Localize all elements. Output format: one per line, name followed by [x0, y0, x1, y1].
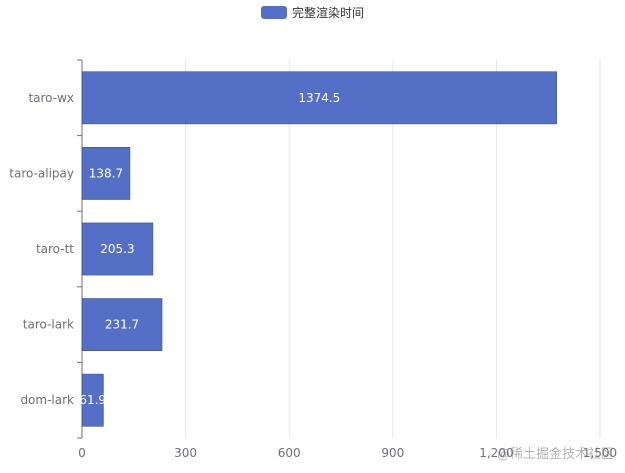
legend-label: 完整渲染时间 [291, 6, 364, 20]
x-tick-label: 1,200 [479, 446, 513, 460]
bar [81, 71, 557, 125]
data-label: 61.9 [79, 393, 106, 407]
bar [81, 222, 154, 276]
bar [81, 147, 131, 200]
data-label: 1374.5 [298, 91, 340, 105]
bar [81, 298, 163, 351]
watermark: @稀土掘金技术社区 [497, 447, 615, 462]
y-tick-label: taro-alipay [9, 166, 74, 180]
x-tick-label: 600 [278, 446, 301, 460]
legend-swatch [260, 6, 287, 19]
data-label: 205.3 [100, 242, 134, 256]
y-tick-label: taro-wx [28, 91, 74, 105]
y-tick-label: dom-lark [20, 393, 74, 407]
x-tick-label: 900 [381, 446, 404, 460]
data-label: 231.7 [105, 318, 139, 332]
bar [81, 373, 104, 427]
data-label: 138.7 [89, 166, 123, 180]
x-tick-label: 300 [174, 446, 197, 460]
legend[interactable]: 完整渲染时间 [0, 4, 625, 21]
x-tick-label: 0 [78, 446, 86, 460]
x-tick-label: 1,500 [583, 446, 617, 460]
y-tick-label: taro-tt [36, 242, 74, 256]
y-tick-label: taro-lark [23, 318, 74, 332]
